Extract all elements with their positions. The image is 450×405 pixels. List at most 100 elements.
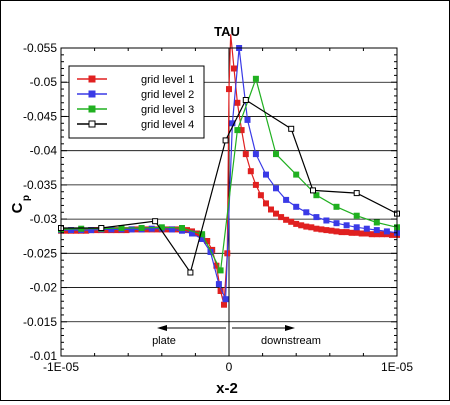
chart-title: TAU	[214, 24, 240, 39]
y-tick-label: -0.03	[30, 212, 58, 226]
data-point	[148, 225, 155, 232]
data-point	[313, 225, 320, 232]
data-point	[257, 192, 264, 199]
data-point	[98, 225, 105, 231]
x-tick-label: -1E-05	[43, 360, 79, 374]
data-point	[373, 227, 380, 234]
legend-marker	[88, 75, 96, 83]
data-point	[242, 97, 249, 103]
data-point	[234, 127, 241, 134]
legend-item: grid level 3	[77, 104, 194, 116]
data-point	[373, 219, 380, 226]
data-point	[263, 200, 269, 207]
data-point	[263, 171, 269, 178]
series-line	[61, 99, 398, 274]
data-point	[273, 210, 279, 217]
data-point	[358, 230, 365, 237]
data-point	[338, 229, 345, 236]
data-point	[353, 212, 360, 219]
data-point	[242, 151, 249, 158]
plate-arrowhead	[157, 325, 167, 331]
data-point	[199, 231, 206, 238]
y-tick-label: -0.04	[30, 144, 58, 158]
annotations: plate downstream	[152, 325, 321, 347]
data-point	[221, 301, 227, 308]
data-point	[313, 214, 320, 221]
data-point	[328, 227, 335, 234]
legend-label: grid level 1	[141, 74, 194, 86]
data-point	[293, 171, 300, 178]
legend-label: grid level 2	[141, 89, 194, 101]
data-point	[222, 296, 229, 303]
data-point	[368, 231, 375, 238]
data-point	[273, 185, 279, 192]
series-line	[60, 76, 398, 273]
y-tick-label: -0.025	[23, 246, 57, 260]
legend-item: grid level 2	[77, 89, 194, 101]
data-point	[303, 209, 310, 216]
data-point	[288, 218, 295, 225]
legend-item: grid level 1	[77, 74, 194, 86]
data-point	[378, 231, 385, 238]
data-point	[252, 151, 259, 158]
data-point	[293, 203, 300, 210]
data-point	[168, 226, 175, 233]
downstream-arrowhead	[285, 325, 295, 331]
data-point	[78, 225, 85, 232]
data-point	[268, 206, 274, 213]
data-point	[389, 231, 395, 238]
data-point	[310, 187, 316, 194]
data-point	[234, 99, 241, 106]
legend-item: grid level 4	[77, 119, 194, 131]
data-point	[293, 220, 300, 227]
y-axis-label: C p	[9, 195, 32, 213]
data-point	[333, 203, 340, 210]
data-point	[283, 216, 290, 223]
data-point	[298, 222, 305, 229]
data-point	[273, 151, 279, 158]
data-point	[323, 227, 330, 234]
data-point	[252, 75, 259, 82]
y-tick-label: -0.015	[23, 315, 57, 329]
y-tick-label: -0.045	[23, 109, 57, 123]
data-point	[353, 229, 360, 236]
axes: -0.055 -0.05 -0.045 -0.04 -0.035 -0.03 -0.025 -…	[23, 41, 413, 374]
data-point	[215, 281, 222, 288]
legend-label: grid level 4	[141, 119, 194, 131]
data-point	[383, 228, 390, 235]
plate-annotation: plate	[152, 335, 176, 347]
data-point	[288, 125, 295, 132]
y-tick-label: -0.02	[30, 281, 58, 295]
data-point	[252, 181, 259, 188]
data-point	[179, 225, 185, 231]
series-group	[58, 34, 400, 308]
data-point	[343, 229, 350, 236]
data-point	[217, 267, 224, 274]
data-point	[343, 222, 350, 229]
data-point	[303, 223, 310, 230]
data-point	[222, 137, 229, 144]
data-point	[226, 86, 232, 93]
data-point	[247, 168, 254, 175]
data-point	[333, 228, 340, 235]
data-point	[278, 214, 285, 221]
legend-marker	[88, 105, 96, 113]
legend: grid level 1 grid level 2 grid level 3 grid…	[68, 65, 205, 139]
data-point	[333, 220, 340, 227]
x-tick-label: 1E-05	[381, 360, 413, 374]
y-tick-label: -0.035	[23, 178, 57, 192]
data-point	[318, 226, 325, 233]
legend-label: grid level 3	[141, 104, 194, 116]
data-point	[244, 116, 251, 123]
data-point	[363, 230, 370, 237]
data-point	[348, 229, 355, 236]
data-point	[187, 269, 194, 276]
data-point	[353, 224, 360, 231]
data-point	[313, 192, 320, 199]
data-point	[128, 226, 135, 233]
data-point	[108, 226, 115, 233]
legend-marker	[88, 90, 96, 98]
legend-marker	[88, 120, 96, 128]
